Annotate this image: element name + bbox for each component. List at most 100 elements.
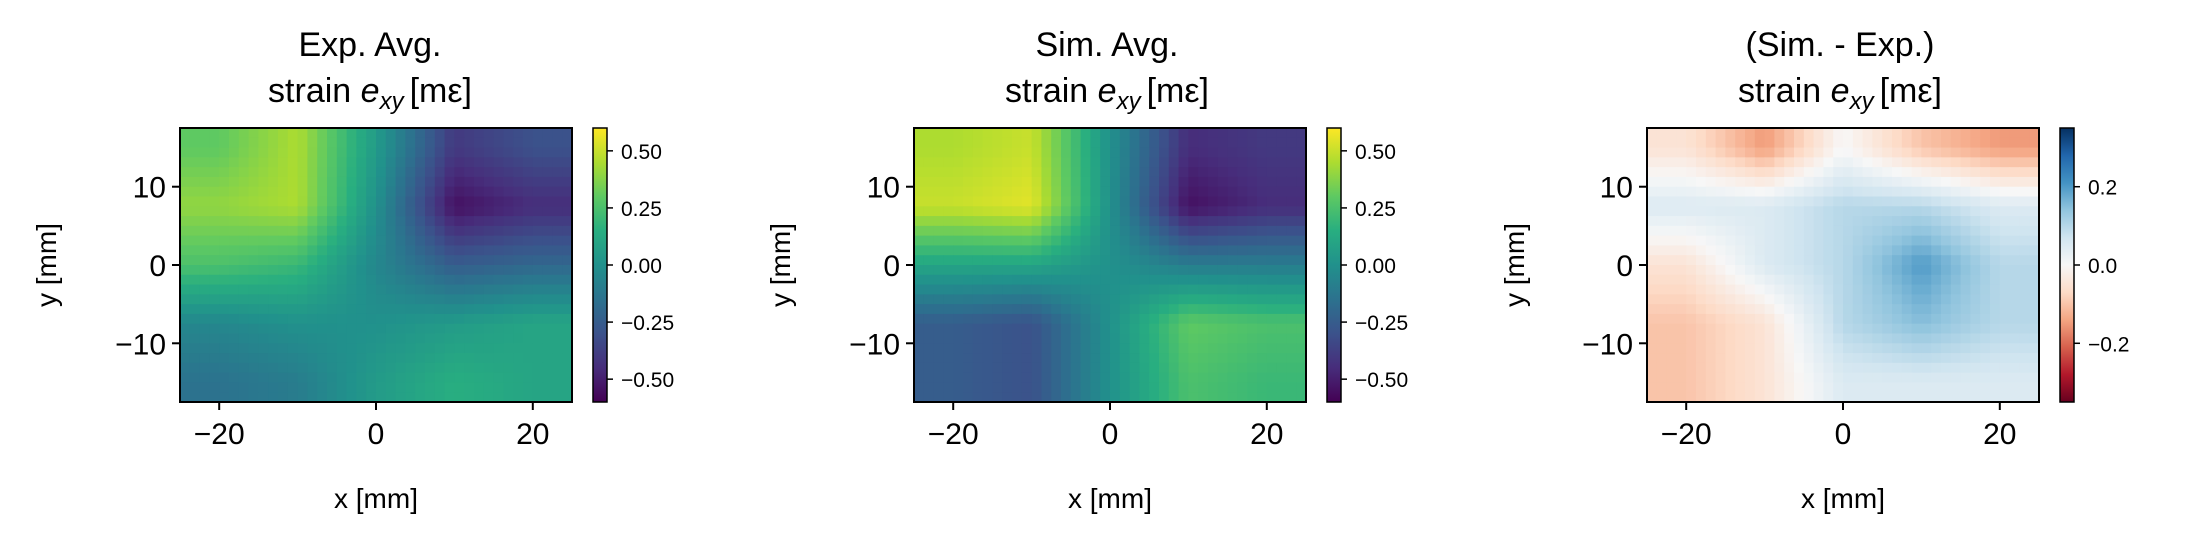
heatmap-cell: [493, 343, 504, 354]
heatmap-cell: [1266, 225, 1278, 237]
heatmap-cell: [1872, 157, 1883, 168]
heatmap-cell: [287, 235, 299, 247]
heatmap-cell: [1276, 196, 1287, 207]
heatmap-cell: [1198, 313, 1209, 325]
heatmap-cell: [1823, 216, 1834, 227]
heatmap-cell: [1852, 304, 1864, 315]
heatmap-cell: [2009, 392, 2020, 403]
heatmap-cell: [1794, 206, 1805, 217]
heatmap-cell: [405, 128, 416, 139]
heatmap-cell: [336, 265, 348, 276]
heatmap-cell: [238, 245, 250, 256]
heatmap-cell: [1745, 225, 1756, 237]
heatmap-cell: [1090, 235, 1101, 247]
heatmap-cell: [425, 216, 436, 227]
heatmap-cell: [513, 294, 524, 305]
heatmap-cell: [1217, 245, 1229, 256]
heatmap-cell: [1931, 225, 1942, 237]
heatmap-cell: [1950, 255, 1962, 266]
heatmap-cell: [1715, 265, 1726, 276]
heatmap-cell: [2019, 186, 2030, 198]
heatmap-cell: [532, 333, 544, 344]
heatmap-cell: [1100, 235, 1111, 247]
heatmap-cell: [1921, 323, 1932, 335]
heatmap-cell: [1276, 382, 1287, 393]
heatmap-cell: [1149, 147, 1160, 158]
heatmap-cell: [1754, 343, 1766, 354]
heatmap-cell: [1921, 294, 1932, 305]
heatmap-cell: [1745, 353, 1756, 364]
heatmap-cell: [1031, 343, 1042, 354]
heatmap-cell: [1208, 137, 1219, 149]
heatmap-cell: [1852, 323, 1864, 335]
heatmap-cell: [1921, 372, 1932, 384]
heatmap-cell: [238, 176, 250, 188]
heatmap-cell: [1931, 186, 1942, 198]
heatmap-cell: [2019, 353, 2030, 364]
heatmap-cell: [1764, 245, 1775, 256]
heatmap-cell: [1921, 137, 1932, 149]
heatmap-cell: [1872, 167, 1883, 178]
heatmap-cell: [1296, 206, 1307, 217]
heatmap-cell: [2029, 206, 2040, 217]
heatmap-cell: [1705, 343, 1717, 354]
heatmap-cell: [1999, 362, 2011, 374]
heatmap-cell: [1296, 333, 1307, 344]
heatmap-cell: [1266, 284, 1278, 295]
heatmap-cell: [1715, 137, 1726, 149]
heatmap-cell: [1882, 216, 1893, 227]
heatmap-cell: [1002, 255, 1013, 266]
heatmap-cell: [317, 313, 328, 325]
heatmap-cell: [444, 147, 455, 158]
heatmap-cell: [2009, 255, 2020, 266]
heatmap-cell: [1286, 196, 1297, 207]
heatmap-cell: [1921, 274, 1932, 286]
heatmap-cell: [444, 255, 455, 266]
heatmap-cell: [1227, 245, 1238, 256]
heatmap-cell: [1686, 137, 1697, 149]
heatmap-cell: [287, 362, 299, 374]
heatmap-cell: [1794, 343, 1805, 354]
heatmap-cell: [1178, 392, 1189, 403]
heatmap-cell: [1931, 372, 1942, 384]
heatmap-cell: [1794, 225, 1805, 237]
heatmap-cell: [297, 196, 308, 207]
heatmap-cell: [1110, 323, 1121, 335]
heatmap-cell: [1178, 196, 1189, 207]
heatmap-cell: [1666, 353, 1677, 364]
heatmap-cell: [1247, 362, 1258, 374]
heatmap-cell: [2009, 265, 2020, 276]
heatmap-cell: [278, 343, 289, 354]
heatmap-cell: [562, 294, 573, 305]
heatmap-cell: [180, 284, 191, 295]
heatmap-cell: [336, 176, 348, 188]
heatmap-cell: [1950, 372, 1962, 384]
heatmap-cell: [2019, 147, 2030, 158]
heatmap-cell: [248, 137, 259, 149]
heatmap-cell: [1002, 294, 1013, 305]
heatmap-cell: [1247, 206, 1258, 217]
heatmap-cell: [346, 245, 357, 256]
heatmap-cell: [1647, 196, 1658, 207]
heatmap-cell: [1696, 167, 1707, 178]
heatmap-cell: [1833, 186, 1844, 198]
heatmap-cell: [1960, 343, 1971, 354]
heatmap-cell: [1061, 137, 1072, 149]
heatmap-cell: [248, 353, 259, 364]
heatmap-cell: [1970, 284, 1981, 295]
heatmap-cell: [229, 167, 240, 178]
heatmap-cell: [1823, 304, 1834, 315]
heatmap-cell: [444, 284, 455, 295]
heatmap-cell: [1666, 245, 1677, 256]
heatmap-cell: [1119, 186, 1131, 198]
heatmap-cell: [1237, 382, 1248, 393]
heatmap-cell: [1784, 333, 1795, 344]
y-axis-label: y [mm]: [1499, 223, 1530, 307]
heatmap-cell: [1950, 216, 1962, 227]
heatmap-cell: [1188, 392, 1199, 403]
heatmap-cell: [464, 382, 475, 393]
heatmap-cell: [1980, 176, 1991, 188]
heatmap-cell: [1960, 392, 1971, 403]
heatmap-cell: [1129, 176, 1140, 188]
